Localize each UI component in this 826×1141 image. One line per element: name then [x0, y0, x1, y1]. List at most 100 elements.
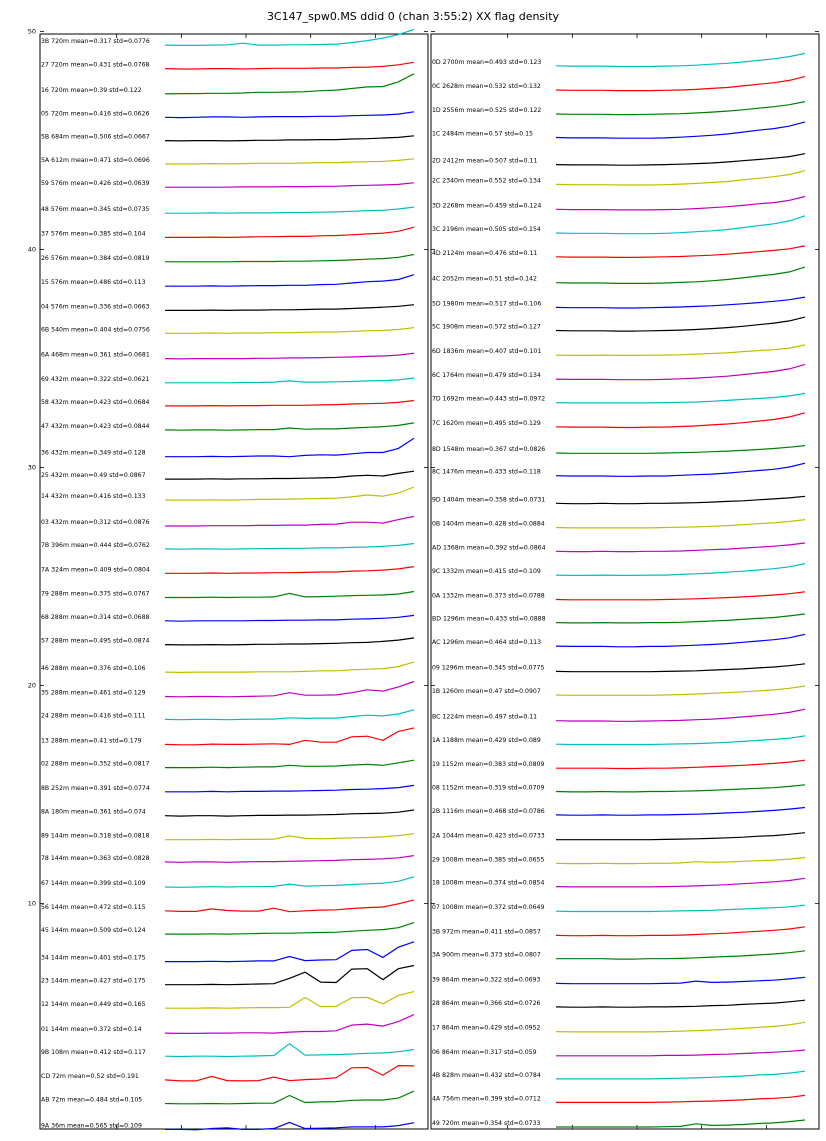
series-label: 9D 1404m mean=0.358 std=0.0731 [432, 496, 545, 503]
series-line [555, 1021, 806, 1033]
series-line [555, 708, 806, 722]
series-label: 14 432m mean=0.416 std=0.133 [41, 493, 146, 500]
series-line [165, 253, 415, 263]
series-label: 9A 36m mean=0.565 std=0.109 [41, 1122, 142, 1129]
series-label: 2B 1116m mean=0.468 std=0.0786 [432, 808, 545, 815]
series-label: 49 720m mean=0.354 std=0.0733 [432, 1120, 541, 1127]
series-label: 02 288m mean=0.352 std=0.0817 [41, 761, 150, 768]
series-line [555, 76, 806, 92]
series-line [555, 121, 806, 139]
series-line [555, 170, 806, 186]
series-label: 67 144m mean=0.399 std=0.109 [41, 880, 146, 887]
series-label: 3C 2196m mean=0.505 std=0.154 [432, 226, 541, 233]
series-label: 69 432m mean=0.322 std=0.0621 [41, 376, 150, 383]
series-label: CD 72m mean=0.52 std=0.191 [41, 1073, 139, 1080]
y-tick-label: 10 [28, 899, 36, 907]
series-line [165, 991, 415, 1009]
series-label: 3B 972m mean=0.411 std=0.0857 [432, 928, 541, 935]
y-tick-label: 40 [28, 245, 36, 253]
series-label: 4D 2124m mean=0.476 std=0.11 [432, 250, 537, 257]
series-label: BC 1224m mean=0.497 std=0.11 [432, 714, 537, 721]
series-label: 06 864m mean=0.317 std=0.059 [432, 1049, 537, 1056]
series-label: 3B 720m mean=0.317 std=0.0776 [41, 38, 150, 45]
series-label: 5B 684m mean=0.506 std=0.0667 [41, 134, 150, 141]
series-line [555, 245, 806, 258]
series-label: 01 144m mean=0.372 std=0.14 [41, 1026, 142, 1033]
series-label: 45 144m mean=0.509 std=0.124 [41, 927, 146, 934]
series-line [555, 495, 806, 505]
series-label: 6B 540m mean=0.404 std=0.0756 [41, 326, 150, 333]
series-line [555, 52, 806, 68]
series-label: 5D 1980m mean=0.517 std=0.106 [432, 300, 541, 307]
series-label: 48 576m mean=0.345 std=0.0735 [41, 206, 150, 213]
series-label: 4A 756m mean=0.399 std=0.0712 [432, 1095, 541, 1102]
series-label: 27 720m mean=0.431 std=0.0768 [41, 62, 150, 69]
series-label: 29 1008m mean=0.385 std=0.0655 [432, 856, 544, 863]
series-line [556, 832, 806, 841]
series-label: 7A 324m mean=0.409 std=0.0804 [41, 566, 150, 573]
series-label: 2D 2412m mean=0.507 std=0.11 [432, 158, 537, 165]
series-line [555, 412, 806, 429]
series-line [164, 422, 415, 431]
series-line [164, 1090, 415, 1105]
series-line [555, 735, 806, 746]
series-line [165, 833, 415, 841]
series-line [165, 158, 415, 165]
series-label: 37 576m mean=0.385 std=0.104 [41, 230, 146, 237]
series-label: 7B 396m mean=0.444 std=0.0762 [41, 542, 150, 549]
series-line [555, 784, 806, 793]
series-label: 0C 2628m mean=0.532 std=0.132 [432, 83, 541, 90]
series-label: 58 432m mean=0.423 std=0.0684 [41, 399, 150, 406]
y-tick-label: 50 [28, 27, 36, 35]
series-line [164, 73, 415, 95]
series-label: 47 432m mean=0.423 std=0.0844 [41, 423, 150, 430]
panel-frame [430, 33, 820, 1130]
series-label: 4C 2052m mean=0.51 std=0.142 [432, 276, 537, 283]
series-label: 0D 2700m mean=0.493 std=0.123 [432, 59, 541, 66]
series-line [164, 614, 415, 622]
series-label: 7C 1620m mean=0.495 std=0.129 [432, 420, 541, 427]
series-line [164, 111, 415, 119]
series-label: 8C 1476m mean=0.433 std=0.118 [432, 469, 541, 476]
series-label: 0A 1332m mean=0.373 std=0.0788 [432, 592, 545, 599]
series-line [165, 304, 415, 312]
series-line [555, 926, 806, 937]
y-tick-label: 20 [28, 681, 36, 689]
series-line [165, 206, 415, 214]
series-line [164, 1064, 415, 1082]
series-line [555, 685, 806, 696]
series-label: 5A 612m mean=0.471 std=0.0696 [41, 157, 150, 164]
series-label: 6D 1836m mean=0.407 std=0.101 [432, 348, 541, 355]
series-line [556, 1119, 806, 1128]
series-line [165, 327, 415, 334]
series-line [165, 964, 415, 986]
series-line [165, 470, 415, 480]
series-line [555, 591, 806, 601]
series-label: 08 1152m mean=0.319 std=0.0709 [432, 785, 544, 792]
series-line [556, 759, 806, 770]
series-label: 1C 2484m mean=0.57 std=0.15 [432, 131, 533, 138]
series-line [164, 637, 415, 646]
series-label: 34 144m mean=0.401 std=0.175 [41, 955, 146, 962]
series-line [165, 566, 415, 574]
series-line [555, 856, 806, 865]
series-label: 15 576m mean=0.486 std=0.113 [41, 279, 146, 286]
series-line [165, 784, 415, 793]
panel-frame [39, 33, 429, 1130]
series-line [555, 806, 806, 816]
series-line [555, 344, 806, 356]
series-label: 3D 2268m mean=0.459 std=0.124 [432, 202, 541, 209]
chart-title: 3C147_spw0.MS ddid 0 (chan 3:55:2) XX fl… [267, 10, 560, 23]
series-label: AC 1296m mean=0.464 std=0.113 [432, 639, 541, 646]
series-line [164, 809, 415, 817]
series-line [165, 377, 415, 384]
series-line [555, 195, 806, 211]
series-label: 4B 828m mean=0.432 std=0.0784 [432, 1072, 541, 1079]
series-label: 24 288m mean=0.416 std=0.111 [41, 712, 146, 719]
series-label: 68 288m mean=0.314 std=0.0688 [41, 614, 150, 621]
series-line [164, 28, 415, 47]
series-line [164, 1042, 415, 1058]
series-label: 2A 1044m mean=0.423 std=0.0733 [432, 833, 545, 840]
series-line [164, 1014, 415, 1035]
series-label: 28 864m mean=0.366 std=0.0726 [432, 1000, 541, 1007]
